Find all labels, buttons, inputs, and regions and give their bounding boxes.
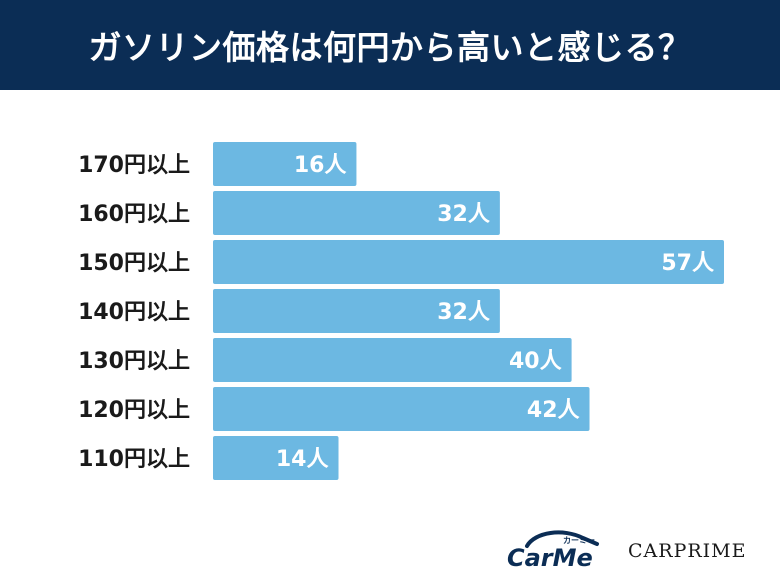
value-label: 57人 xyxy=(661,251,714,276)
value-label: 14人 xyxy=(276,447,329,472)
category-label: 110円以上 xyxy=(78,447,190,472)
bar xyxy=(213,191,500,235)
category-label: 140円以上 xyxy=(78,300,190,325)
bar xyxy=(213,240,724,284)
value-label: 16人 xyxy=(294,153,347,178)
bar xyxy=(213,142,357,186)
title-banner: ガソリン価格は何円から高いと感じる？ xyxy=(0,0,780,90)
chart-title: ガソリン価格は何円から高いと感じる？ xyxy=(88,28,692,67)
value-label: 42人 xyxy=(527,398,580,423)
category-label: 150円以上 xyxy=(78,251,190,276)
bar xyxy=(213,289,500,333)
bar xyxy=(213,338,572,382)
carme-kana: カーミー xyxy=(563,536,595,545)
value-label: 32人 xyxy=(437,300,490,325)
category-label: 170円以上 xyxy=(78,153,190,178)
category-label: 130円以上 xyxy=(78,349,190,374)
bar xyxy=(213,387,590,431)
carprime-logo: CARPRIME xyxy=(628,540,747,562)
bar xyxy=(213,436,339,480)
category-label: 120円以上 xyxy=(78,398,190,423)
carme-logo: カーミー CarMe xyxy=(507,530,599,572)
carme-wordmark: CarMe xyxy=(507,544,593,572)
value-label: 40人 xyxy=(509,349,562,374)
value-label: 32人 xyxy=(437,202,490,227)
category-label: 160円以上 xyxy=(78,202,190,227)
